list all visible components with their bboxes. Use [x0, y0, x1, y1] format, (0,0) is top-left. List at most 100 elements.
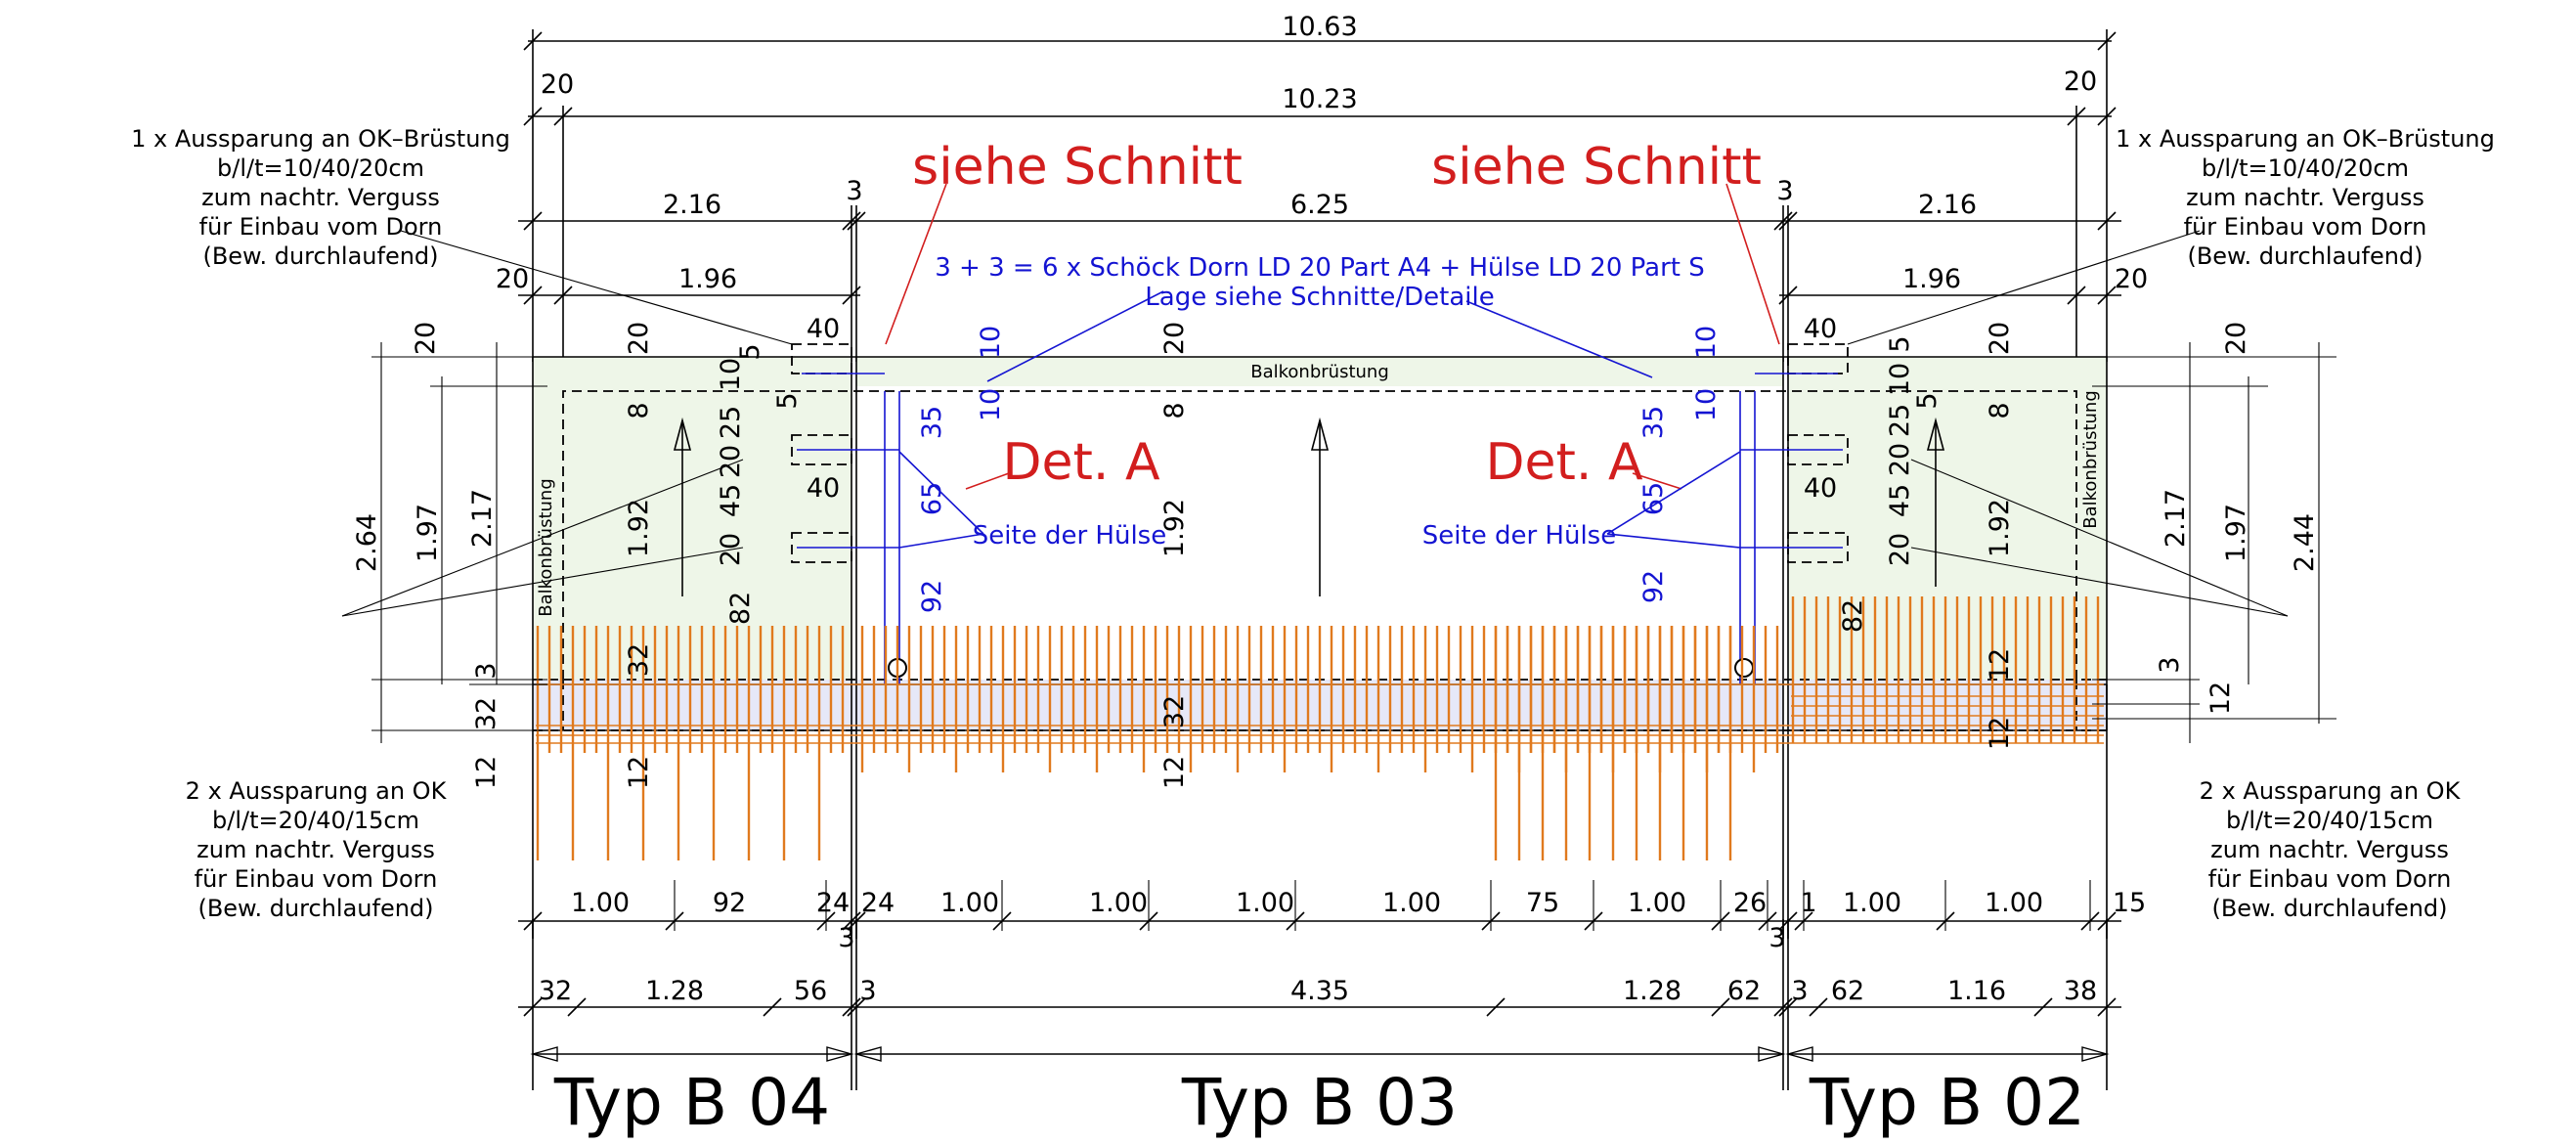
dim-82: 82 — [725, 592, 756, 625]
bottom-row1-value: 1.00 — [1089, 888, 1148, 918]
note-bottom-right-line: (Bew. durchlaufend) — [2211, 895, 2447, 922]
balkon-left-label: Balkonbrüstung — [536, 478, 556, 617]
mid-dim-20: 20 — [1159, 322, 1190, 355]
top-dimension-chains: 10.63 10.23 20 20 2.16 6.25 2.16 3 3 — [496, 12, 2148, 391]
dim-tick — [523, 997, 543, 1017]
rdim-10: 10 — [1885, 363, 1915, 396]
joint-3a: 3 — [838, 923, 854, 953]
bottom-row2-value: 62 — [1831, 976, 1864, 1006]
bottom-row1-value: 1.00 — [1843, 888, 1901, 918]
bottom-dimensions: 3 3 1.00 92 24 24 1.00 1.00 1.00 1.00 75 1.00 26 1 1… — [518, 880, 2146, 1090]
note-top-left-line: (Bew. durchlaufend) — [202, 242, 438, 270]
dim-right-sub-offset: 20 — [2115, 264, 2148, 294]
bottom-row2-value: 1.28 — [1623, 976, 1681, 1006]
rdim-20c: 20 — [1885, 533, 1915, 566]
dim-joint-right: 3 — [1776, 176, 1793, 206]
dim-inner: 10.23 — [1282, 84, 1357, 114]
dim-5b: 5 — [772, 392, 803, 409]
dim-tick — [1711, 997, 1730, 1017]
dorn-line-1: 3 + 3 = 6 x Schöck Dorn LD 20 Part A4 + … — [935, 253, 1705, 283]
note-bottom-left-line: b/l/t=20/40/15cm — [212, 807, 419, 834]
dim-right-sub: 1.96 — [1902, 264, 1961, 294]
left-side-dimensions: 2.64 1.97 2.17 20 3 32 12 20 8 1.92 82 3… — [352, 314, 840, 789]
note-bottom-left-line: (Bew. durchlaufend) — [197, 895, 433, 922]
bottom-row1-value: 24 — [816, 888, 850, 918]
bottom-row1-value: 1 — [1800, 888, 1816, 918]
bottom-row1-value: 1.00 — [571, 888, 630, 918]
bottom-row2-value: 38 — [2064, 976, 2097, 1006]
note-bottom-right-line: zum nachtr. Verguss — [2210, 836, 2449, 863]
type-b03: Typ B 03 — [1181, 1065, 1458, 1140]
bottom-row2-value: 4.35 — [1290, 976, 1349, 1006]
mid-dim-32: 32 — [1159, 695, 1190, 728]
mid-dim-192: 1.92 — [1159, 499, 1190, 557]
rdim-25: 25 — [1885, 404, 1915, 437]
dim-40b: 40 — [807, 473, 840, 504]
bottom-row2-value: 62 — [1727, 976, 1761, 1006]
note-top-right-line: für Einbau vom Dorn — [2184, 213, 2427, 241]
rdim-244: 2.44 — [2290, 513, 2320, 572]
mid-dim-8: 8 — [1159, 402, 1190, 418]
dim-seg-right: 2.16 — [1918, 190, 1977, 220]
dim-3: 3 — [471, 662, 502, 679]
rdim-3: 3 — [2155, 656, 2185, 673]
blue-dim-65: 65 — [917, 482, 947, 515]
dim-45: 45 — [716, 484, 746, 517]
rdim-20e: 20 — [2221, 322, 2251, 355]
dim-tick — [2033, 997, 2053, 1017]
huelse-right: Seite der Hülse — [1422, 521, 1616, 550]
dim-tick — [847, 997, 866, 1017]
bottom-row1-value: 1.00 — [1628, 888, 1686, 918]
dim-217: 2.17 — [467, 489, 498, 548]
det-a-left: Det. A — [1002, 433, 1159, 492]
type-arrows — [530, 1046, 2110, 1062]
dim-tick — [567, 997, 587, 1017]
joint-3b: 3 — [1768, 923, 1785, 953]
blue-dim-10d: 10 — [1691, 388, 1722, 421]
rdim-8: 8 — [1985, 402, 2015, 418]
dim-197: 1.97 — [413, 504, 443, 562]
bottom-row2-value: 32 — [539, 976, 572, 1006]
siehe-schnitt-right: siehe Schnitt — [1431, 138, 1762, 197]
dim-10: 10 — [716, 358, 746, 391]
type-b02: Typ B 02 — [1809, 1065, 2085, 1140]
dim-12b: 12 — [624, 756, 654, 789]
dim-8: 8 — [624, 402, 654, 418]
dim-tick — [1773, 997, 1793, 1017]
bottom-row2-value: 3 — [1791, 976, 1808, 1006]
balkon-right-label: Balkonbrüstung — [2080, 390, 2101, 529]
dim-tick — [1486, 997, 1506, 1017]
rdim-20: 20 — [1985, 322, 2015, 355]
dim-tick — [1809, 997, 1828, 1017]
dim-seg-mid: 6.25 — [1290, 190, 1349, 220]
note-bottom-left-line: zum nachtr. Verguss — [196, 836, 435, 863]
dim-32b: 32 — [624, 643, 654, 677]
blue-callouts: 3 + 3 = 6 x Schöck Dorn LD 20 Part A4 + … — [898, 253, 1741, 550]
rdim-12c: 12 — [2205, 682, 2236, 715]
dim-40a: 40 — [807, 314, 840, 344]
bottom-row1-value: 15 — [2113, 888, 2146, 918]
note-bottom-right-line: 2 x Aussparung an OK — [2200, 777, 2462, 805]
bottom-row1-value: 1.00 — [940, 888, 999, 918]
bottom-row1-value: 1.00 — [1985, 888, 2043, 918]
dim-joint-left: 3 — [846, 176, 862, 206]
bottom-row1-value: 26 — [1733, 888, 1767, 918]
dim-tick — [2097, 997, 2117, 1017]
dim-tick — [1778, 997, 1798, 1017]
note-top-left-line: für Einbau vom Dorn — [199, 213, 443, 241]
note-leaders — [341, 230, 2289, 617]
bottom-row2-value: 1.28 — [645, 976, 704, 1006]
dim-12: 12 — [471, 756, 502, 789]
blue-dim-92: 92 — [917, 580, 947, 613]
mid-dim-12: 12 — [1159, 756, 1190, 789]
dim-32: 32 — [471, 697, 502, 730]
rdim-45: 45 — [1885, 484, 1915, 517]
blue-dim-10b: 10 — [976, 388, 1006, 421]
rdim-5: 5 — [1885, 335, 1915, 352]
type-b04: Typ B 04 — [553, 1065, 830, 1140]
det-a-right: Det. A — [1485, 433, 1642, 492]
dim-264: 2.64 — [352, 513, 382, 572]
rdim-40a: 40 — [1804, 314, 1837, 344]
dim-192: 1.92 — [624, 499, 654, 557]
dim-5a: 5 — [735, 343, 765, 360]
